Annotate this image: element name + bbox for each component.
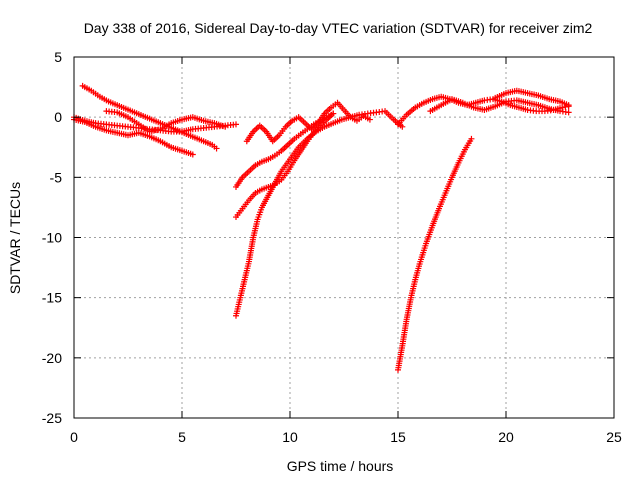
y-tick-label: -20: [42, 350, 62, 366]
series-arc5: [233, 108, 406, 319]
data-point: [468, 135, 475, 142]
series-arc2: [71, 116, 196, 158]
series-arc12: [492, 87, 572, 109]
x-tick-label: 0: [70, 429, 78, 445]
x-tick-label: 15: [390, 429, 406, 445]
data-point: [222, 123, 229, 130]
data-point: [559, 104, 566, 111]
y-axis-label: SDTVAR / TECUs: [7, 182, 23, 294]
data-point: [330, 110, 337, 117]
series-arc8: [243, 99, 373, 145]
data-point: [189, 151, 196, 158]
chart-title: Day 338 of 2016, Sidereal Day-to-day VTE…: [84, 20, 593, 36]
y-tick-label: -5: [50, 169, 63, 185]
series-arc4: [103, 108, 229, 135]
data-point: [366, 116, 373, 123]
data-point: [213, 145, 220, 152]
y-tick-label: -10: [42, 230, 62, 246]
x-tick-label: 10: [282, 429, 298, 445]
y-tick-label: 5: [54, 49, 62, 65]
axis-ticks: 0 5 10 15 20 25 -25 -20 -15 -10 -5 0 5: [42, 49, 622, 445]
data-point: [399, 123, 406, 130]
x-tick-label: 5: [178, 429, 186, 445]
series-arc3: [79, 82, 220, 152]
series-arc11: [427, 96, 572, 116]
data-point: [565, 109, 572, 116]
y-tick-label: -25: [42, 410, 62, 426]
series-arc9: [395, 135, 475, 373]
y-tick-label: -15: [42, 290, 62, 306]
data-point: [565, 102, 572, 109]
x-axis-label: GPS time / hours: [287, 458, 394, 474]
x-tick-label: 20: [498, 429, 514, 445]
data-point: [562, 103, 569, 110]
data-point: [233, 121, 239, 128]
x-tick-label: 25: [606, 429, 622, 445]
data-series: [71, 82, 572, 373]
y-tick-label: 0: [54, 109, 62, 125]
